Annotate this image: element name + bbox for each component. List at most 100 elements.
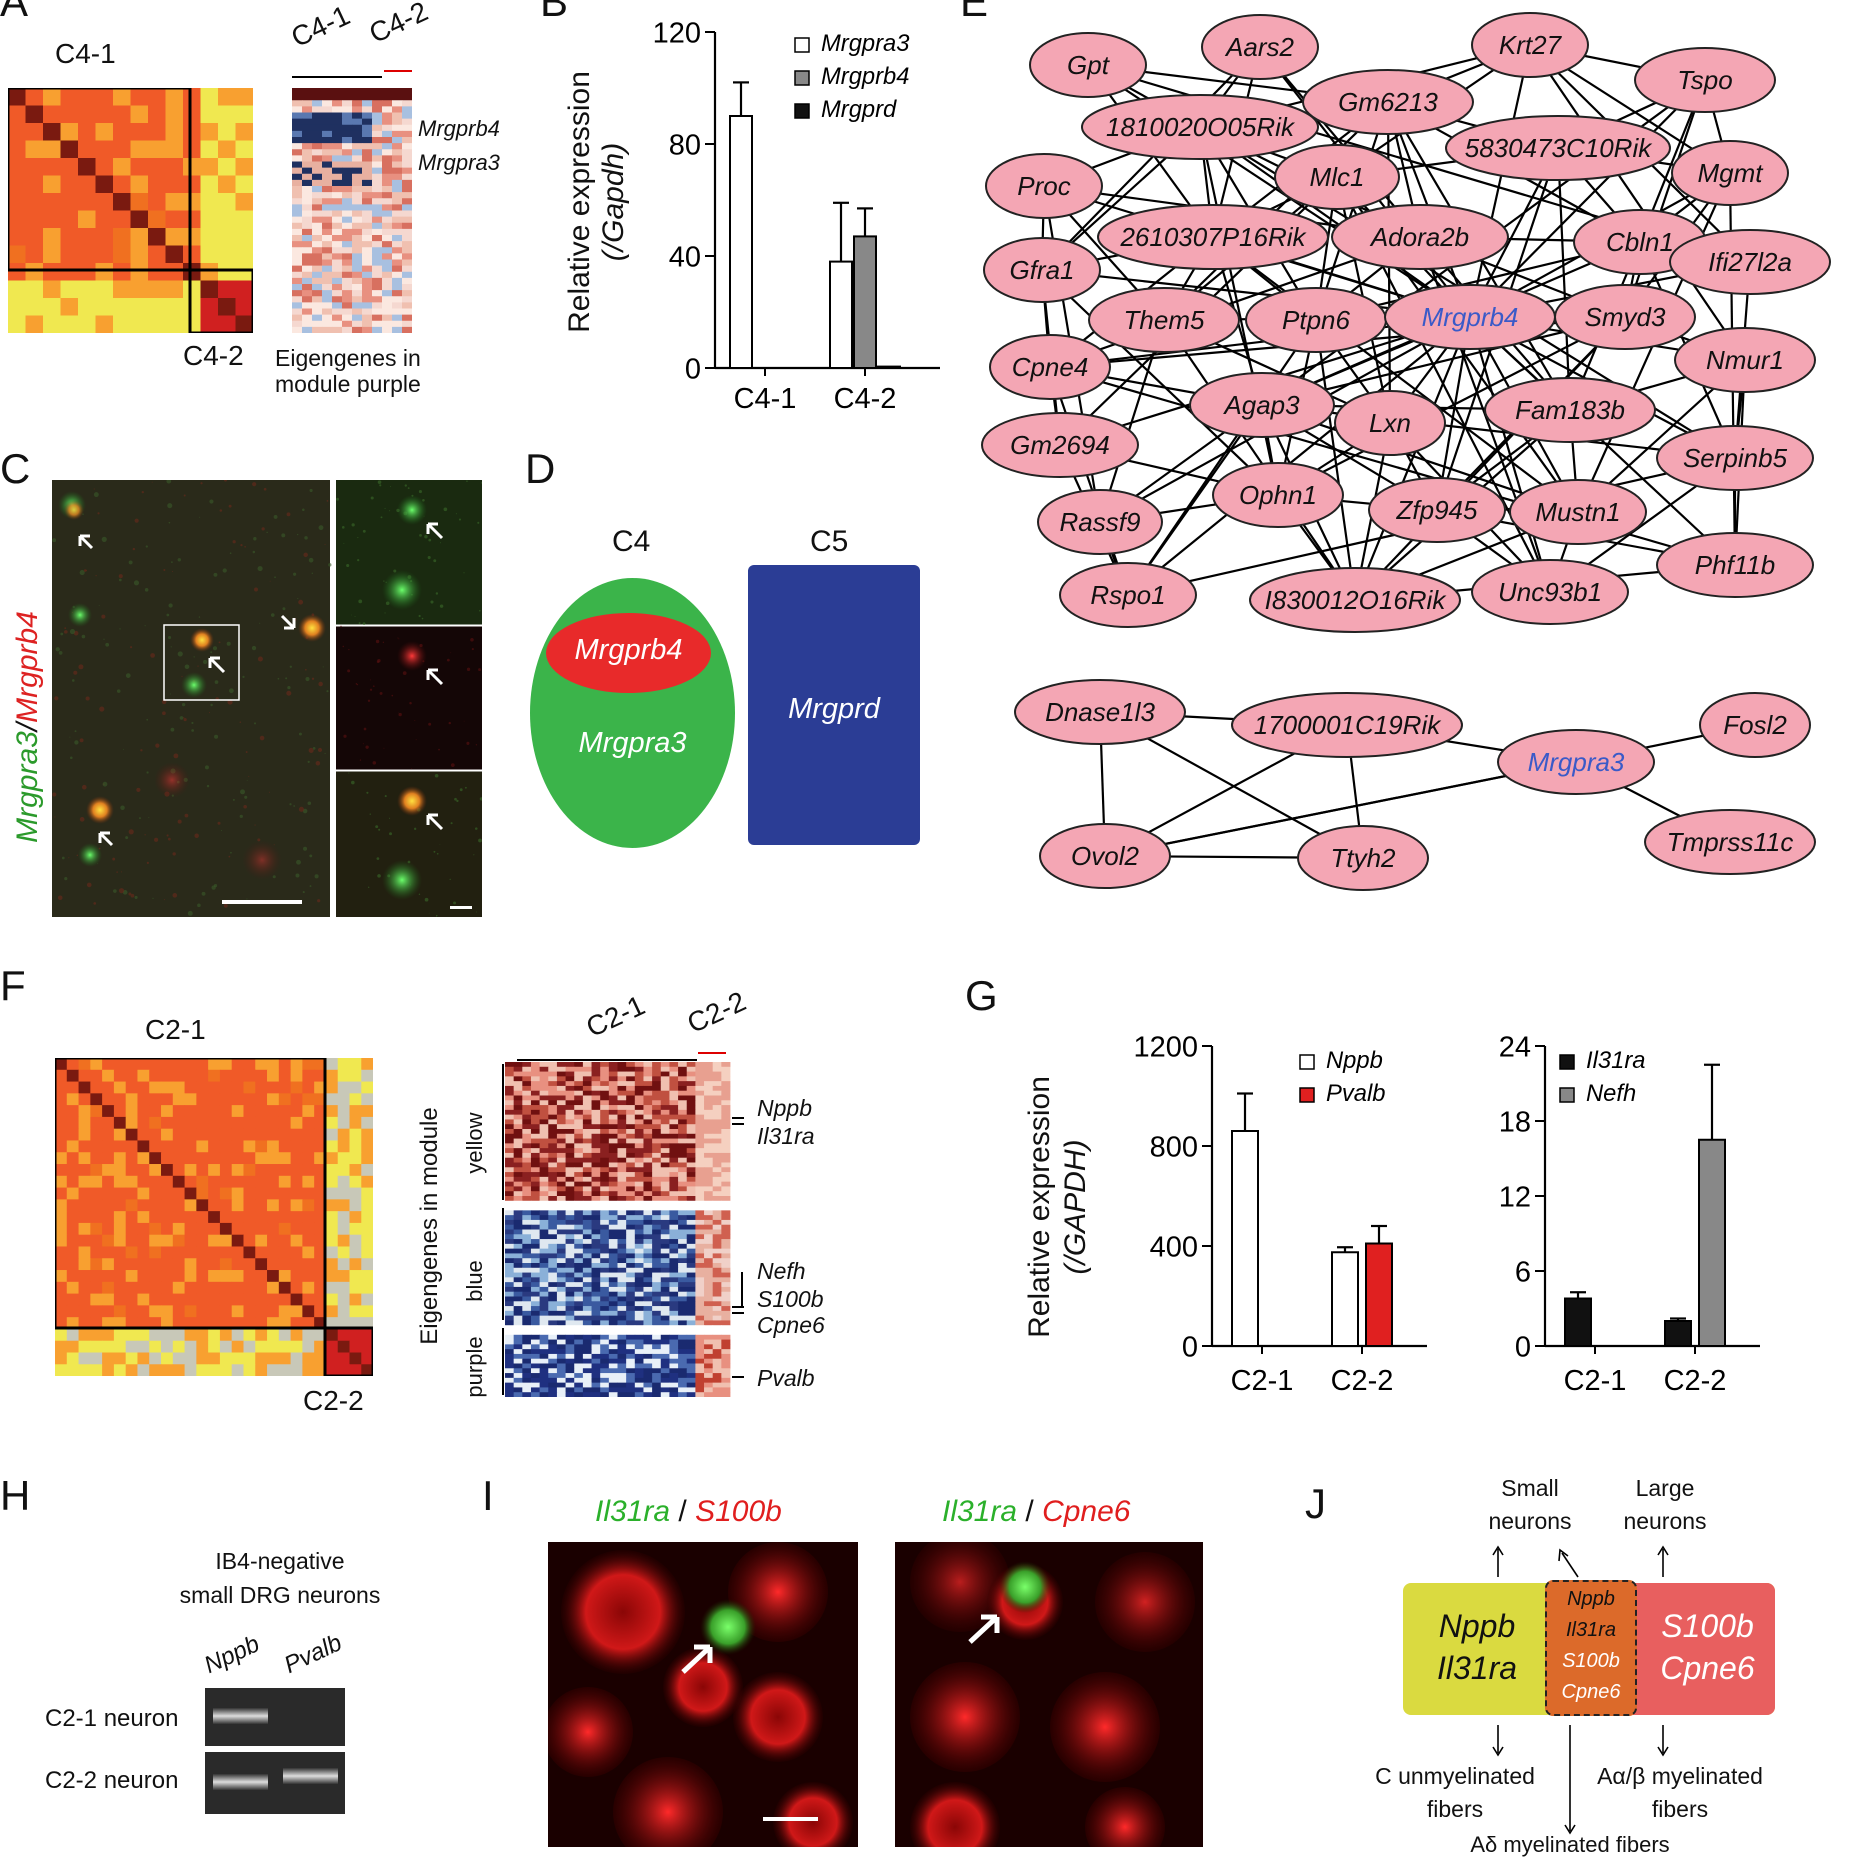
- svg-text:Serpinb5: Serpinb5: [1683, 443, 1788, 473]
- network-node-mrgprb4: Mrgprb4: [1384, 284, 1556, 350]
- panel-label-d: D: [525, 445, 556, 492]
- h-title-1: IB4-negative: [215, 1548, 345, 1574]
- bar-Mrgprb4-C4-2: [853, 235, 877, 369]
- network-node-ifi27l2a: Ifi27l2a: [1669, 229, 1831, 295]
- ytick-24: 24: [1499, 1031, 1531, 1063]
- ytick-12: 12: [1499, 1181, 1531, 1213]
- f-eigengene-heatmap: [505, 1062, 731, 1397]
- f-c21-bar: [517, 1059, 697, 1061]
- bar-Nppb-C2-2: [1331, 1251, 1359, 1347]
- network-node-ophn1: Ophn1: [1212, 462, 1344, 528]
- network-node-dnase1l3: Dnase1l3: [1014, 679, 1186, 745]
- ytick-120: 120: [653, 17, 701, 49]
- d-oval-green-label: Mrgpra3: [578, 727, 687, 759]
- panel-label-g: G: [965, 972, 998, 1019]
- j-large-1: Large: [1635, 1475, 1695, 1501]
- h-col-pvalb: Pvalb: [280, 1629, 346, 1680]
- network-node-ttyh2: Ttyh2: [1297, 825, 1429, 891]
- network-node-5830473c10rik: 5830473C10Rik: [1445, 115, 1671, 181]
- legend-Pvalb: Pvalb: [1326, 1080, 1385, 1107]
- svg-text:Smyd3: Smyd3: [1585, 302, 1666, 332]
- f-gene-cpne6: Cpne6: [757, 1312, 825, 1338]
- h-col-nppb: Nppb: [200, 1630, 264, 1680]
- i-label-1b: S100b: [695, 1495, 782, 1528]
- b-ylabel-2: (/Gapdh): [597, 142, 630, 262]
- a-c41-bar: [292, 76, 382, 78]
- legend-Il31ra: Il31ra: [1586, 1047, 1645, 1074]
- svg-text:Phf11b: Phf11b: [1695, 550, 1775, 580]
- panel-label-j: J: [1305, 1480, 1326, 1527]
- a-gene-mrgpra3: Mrgpra3: [418, 150, 500, 175]
- panel-label-c: C: [0, 445, 31, 492]
- svg-text:Ovol2: Ovol2: [1071, 841, 1139, 871]
- a-caption-1: Eigengenes in: [275, 345, 421, 371]
- c-side-red: Mrgprb4: [11, 611, 44, 723]
- legend-swatch-Il31ra: [1559, 1054, 1575, 1070]
- i-label-2b: Cpne6: [1042, 1495, 1131, 1528]
- f-hm-c22: C2-2: [682, 985, 751, 1040]
- legend-swatch-Mrgprd: [794, 103, 810, 119]
- network-node-gm6213: Gm6213: [1302, 69, 1474, 135]
- network-node-ptpn6: Ptpn6: [1245, 287, 1387, 353]
- network-node-i830012o16rik: I830012O16Rik: [1249, 567, 1461, 633]
- i-label-2: Il31ra / Cpne6: [942, 1495, 1130, 1529]
- network-node-tmprss11c: Tmprss11c: [1644, 809, 1816, 875]
- legend-swatch-Pvalb: [1299, 1087, 1315, 1103]
- network-node-aars2: Aars2: [1201, 14, 1319, 80]
- a-hm-c41: C4-1: [286, 0, 355, 54]
- c-side-slash: /: [11, 722, 44, 732]
- legend-Nppb: Nppb: [1326, 1047, 1383, 1074]
- bar-Mrgprd-C4-2: [877, 365, 901, 370]
- legend-Mrgpra3: Mrgpra3: [821, 30, 910, 57]
- j-mid-3: S100b: [1562, 1650, 1620, 1672]
- legend-swatch-Nefh: [1559, 1087, 1575, 1103]
- d-box-c5: [748, 565, 920, 845]
- svg-text:I830012O16Rik: I830012O16Rik: [1265, 585, 1448, 615]
- j-left-1: Nppb: [1438, 1608, 1516, 1644]
- svg-text:Cpne4: Cpne4: [1012, 352, 1089, 382]
- panel-label-e: E: [960, 0, 989, 25]
- svg-text:Aars2: Aars2: [1224, 32, 1294, 62]
- c-side-label: Mrgpra3/Mrgprb4: [11, 567, 45, 887]
- network-node-mgmt: Mgmt: [1671, 140, 1789, 206]
- f-hm-c21: C2-1: [581, 989, 650, 1044]
- panel-label-h: H: [0, 1472, 31, 1519]
- network-node-cpne4: Cpne4: [989, 334, 1111, 400]
- i-label-2a: Il31ra: [942, 1495, 1018, 1528]
- f-c22-bar: [698, 1052, 726, 1054]
- network-node-ovol2: Ovol2: [1039, 823, 1171, 889]
- legend-Nefh: Nefh: [1586, 1080, 1636, 1107]
- svg-text:Mgmt: Mgmt: [1698, 158, 1765, 188]
- a-heatmap: [8, 88, 253, 333]
- d-c4-label: C4: [612, 525, 651, 558]
- legend-swatch-Mrgpra3: [794, 37, 810, 53]
- b-chart: 0 40 80 120 C4-1 C4-2 Mrgpra3 Mrgprb4 Mrgprd: [653, 17, 940, 415]
- f-mod-blue: blue: [462, 1260, 487, 1302]
- bar-Il31ra-C2-1: [1564, 1297, 1592, 1347]
- network-node-nmur1: Nmur1: [1674, 327, 1816, 393]
- a-c41-label: C4-1: [55, 38, 116, 69]
- a-c42-bar: [384, 70, 412, 72]
- f-module-labels: yellow blue purple: [455, 1062, 495, 1397]
- svg-text:Ifi27l2a: Ifi27l2a: [1708, 247, 1792, 277]
- network-node-gfra1: Gfra1: [983, 237, 1101, 303]
- svg-text:Gm6213: Gm6213: [1338, 87, 1438, 117]
- ytick-0: 0: [1515, 1331, 1531, 1363]
- network-node-adora2b: Adora2b: [1331, 204, 1509, 270]
- network-node-tspo: Tspo: [1634, 47, 1776, 113]
- network-node-serpinb5: Serpinb5: [1656, 425, 1814, 491]
- j-left-2: Il31ra: [1436, 1650, 1518, 1686]
- j-small-1: Small: [1501, 1475, 1559, 1501]
- svg-text:Nmur1: Nmur1: [1706, 345, 1784, 375]
- panel-label-a: A: [0, 0, 29, 25]
- xtick-C2-2: C2-2: [1331, 1365, 1394, 1397]
- network-node-gpt: Gpt: [1029, 32, 1147, 98]
- svg-text:1810020O05Rik: 1810020O05Rik: [1106, 112, 1296, 142]
- j-bottom-left-1: C unmyelinated: [1375, 1763, 1535, 1789]
- svg-text:5830473C10Rik: 5830473C10Rik: [1465, 133, 1653, 163]
- c-side-green: Mrgpra3: [11, 731, 44, 843]
- svg-text:1700001C19Rik: 1700001C19Rik: [1254, 710, 1442, 740]
- svg-text:Gfra1: Gfra1: [1009, 255, 1074, 285]
- i-micrograph-1: [548, 1542, 858, 1847]
- ytick-80: 80: [669, 129, 701, 161]
